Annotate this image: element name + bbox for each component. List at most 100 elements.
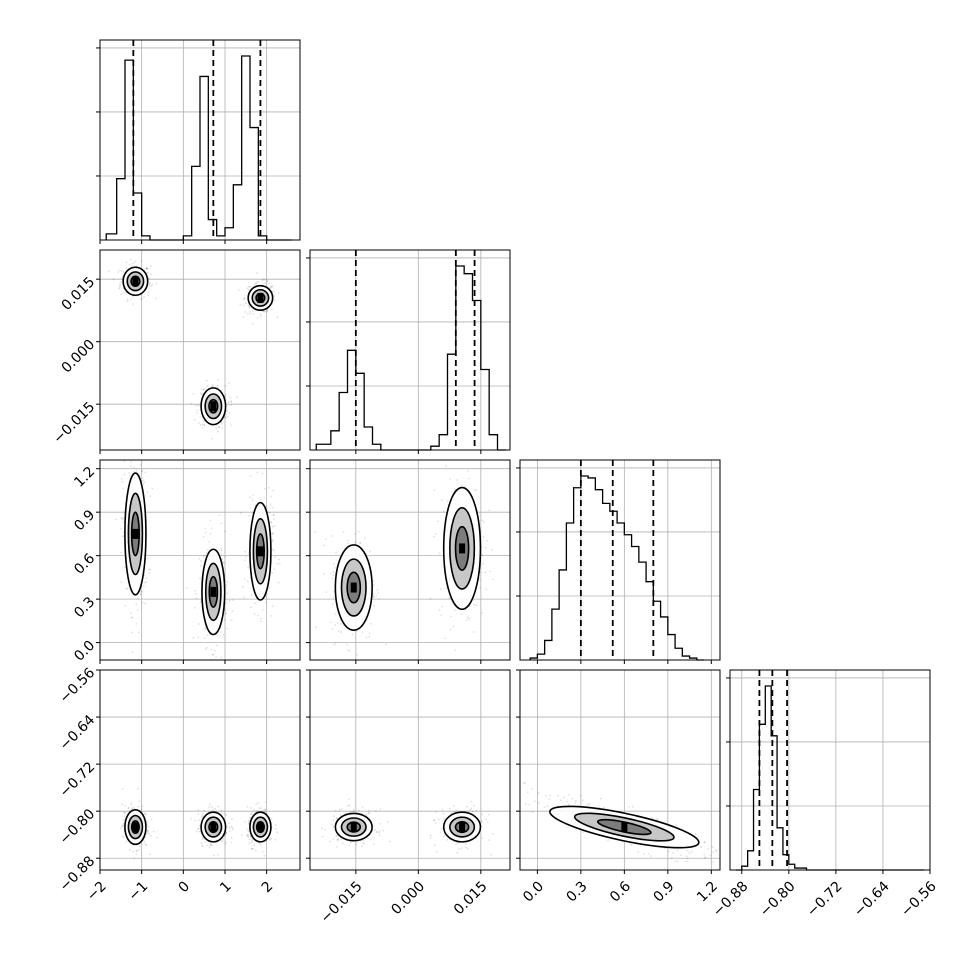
sample-point <box>216 644 218 647</box>
sample-point <box>259 617 262 620</box>
sample-point <box>148 282 151 285</box>
sample-point <box>574 799 577 802</box>
sample-point <box>745 861 747 863</box>
sample-point <box>372 592 375 595</box>
sample-point <box>460 484 463 487</box>
sample-point <box>215 427 217 430</box>
sample-point <box>121 835 124 838</box>
sample-point <box>484 571 487 574</box>
sample-point <box>694 833 697 836</box>
sample-point <box>121 518 124 521</box>
sample-point <box>486 539 489 542</box>
sample-point <box>204 627 206 629</box>
sample-point <box>523 781 525 784</box>
sample-point <box>223 555 226 558</box>
sample-point <box>429 836 432 839</box>
sample-point <box>691 850 693 853</box>
sample-point <box>336 838 339 841</box>
sample-point <box>130 803 132 806</box>
sample-point <box>230 841 233 844</box>
sample-point <box>379 808 382 811</box>
sample-point <box>709 854 712 857</box>
panel-content <box>100 460 300 660</box>
sample-point <box>273 568 276 570</box>
sample-point <box>270 308 273 311</box>
sample-point <box>246 580 249 583</box>
sample-point <box>126 587 129 590</box>
sample-point <box>228 599 231 602</box>
sample-point <box>340 631 342 634</box>
sample-point <box>147 557 149 560</box>
sample-point <box>251 309 254 312</box>
sample-point <box>149 834 152 837</box>
sample-point <box>258 807 260 809</box>
sample-point <box>271 572 274 574</box>
sample-point <box>524 803 527 806</box>
scatter-panel-1-3 <box>306 669 511 871</box>
sample-point <box>365 636 368 639</box>
sample-point <box>437 520 440 523</box>
sample-point <box>248 838 251 841</box>
sample-point <box>121 803 123 806</box>
sample-point <box>367 812 370 814</box>
sample-point <box>433 819 436 822</box>
density-peak <box>257 292 264 303</box>
sample-point <box>200 844 203 846</box>
sample-point <box>455 454 457 456</box>
sample-point <box>443 835 445 838</box>
sample-point <box>223 530 226 533</box>
sample-point <box>123 811 126 814</box>
sample-point <box>548 798 551 801</box>
sample-point <box>375 594 378 597</box>
sample-point <box>250 841 253 843</box>
sample-point <box>273 524 276 527</box>
sample-point <box>679 854 682 856</box>
sample-point <box>270 285 273 288</box>
sample-point <box>119 827 122 830</box>
histogram-steps-2 <box>529 475 705 661</box>
sample-point <box>442 812 445 815</box>
sample-point <box>566 800 568 803</box>
sample-point <box>218 426 221 428</box>
sample-point <box>120 293 122 296</box>
histogram-panel-2 <box>516 459 721 661</box>
sample-point <box>333 815 336 818</box>
sample-point <box>138 800 141 803</box>
sample-point <box>483 521 485 524</box>
sample-point <box>348 798 350 801</box>
sample-point <box>203 809 206 812</box>
sample-point <box>239 511 242 514</box>
sample-point <box>143 295 146 298</box>
sample-point <box>155 836 158 839</box>
sample-point <box>647 853 650 855</box>
sample-point <box>134 260 136 263</box>
sample-point <box>155 282 158 285</box>
sample-point <box>144 602 146 605</box>
sample-point <box>341 842 344 845</box>
sample-point <box>123 473 126 476</box>
sample-point <box>276 562 279 565</box>
sample-point <box>314 531 317 533</box>
sample-point <box>273 514 276 517</box>
sample-point <box>231 826 234 829</box>
sample-point <box>481 519 484 522</box>
sample-point <box>251 813 253 816</box>
sample-point <box>389 840 391 843</box>
sample-point <box>270 286 273 289</box>
density-peak <box>132 528 139 539</box>
scatter-panel-1-2 <box>306 454 511 661</box>
sample-point <box>193 418 196 421</box>
sample-point <box>256 810 258 813</box>
sample-point <box>359 542 362 545</box>
sample-point <box>140 808 143 811</box>
sample-point <box>145 267 148 270</box>
sample-point <box>148 825 150 828</box>
sample-point <box>197 422 200 424</box>
sample-point <box>264 801 267 804</box>
sample-point <box>372 584 375 587</box>
sample-point <box>599 797 602 800</box>
sample-point <box>131 806 134 809</box>
sample-point <box>224 609 226 612</box>
sample-point <box>199 424 202 426</box>
